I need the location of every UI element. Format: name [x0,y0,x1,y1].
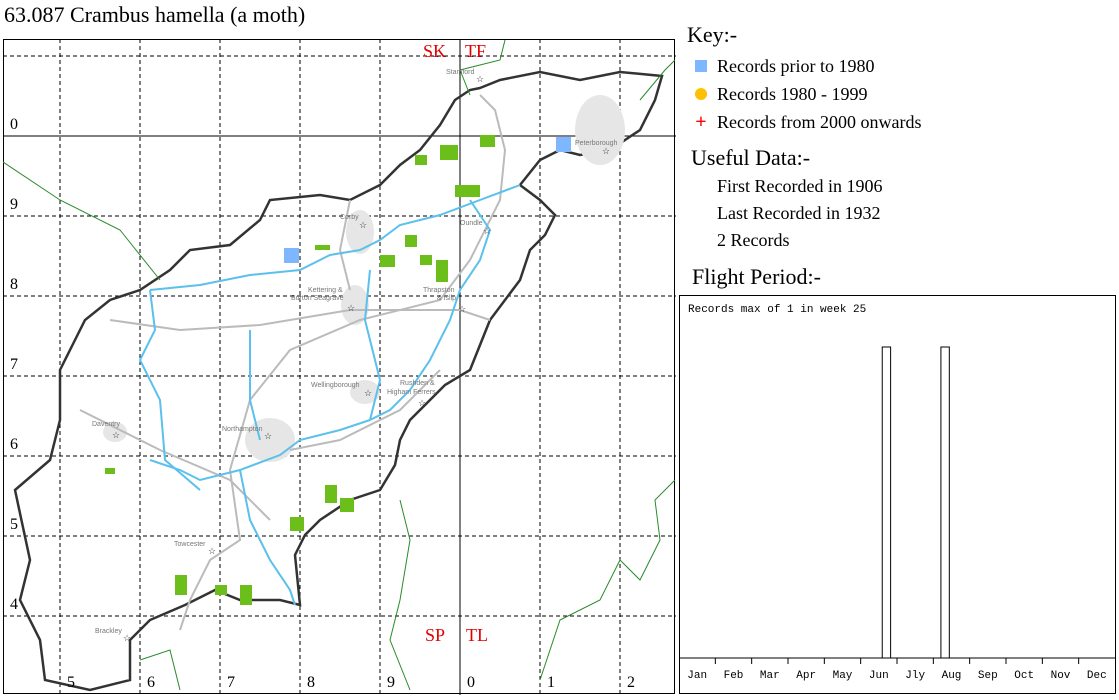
svg-text:☆: ☆ [476,74,484,84]
row-label: 4 [10,596,18,613]
month-label-mar: Mar [760,670,780,682]
town-burton: Burton Seagrave [291,295,344,302]
town-brackley: Brackley [95,628,122,635]
row-label: 8 [10,276,18,293]
month-label-feb: Feb [724,670,744,682]
grid-row-labels: 0 9 8 7 6 5 4 [10,116,18,613]
svg-text:☆: ☆ [364,388,372,398]
svg-text:☆: ☆ [112,430,120,440]
month-label-jun: Jun [869,670,889,682]
month-label-nov: Nov [1051,670,1071,682]
blue-square-icon [690,56,712,77]
map-frame [3,39,675,694]
bar-week-32 [940,346,950,659]
row-label: 9 [10,196,18,213]
town-higham: Higham Ferrers [387,389,436,396]
record-prior-1980 [556,137,571,152]
chart-frame [679,295,1116,694]
woodland [105,135,495,605]
useful-data-heading: Useful Data:- [691,145,811,170]
label-sk: SK [423,41,446,61]
yellow-circle-icon [690,84,712,105]
month-label-may: May [833,670,853,682]
svg-text:☆: ☆ [602,146,610,156]
town-labels: Stamford Peterborough Corby Oundle Kette… [92,69,618,635]
roads [79,94,507,631]
label-tl: TL [466,625,488,645]
month-label-aug: Aug [942,670,962,682]
svg-text:☆: ☆ [458,304,466,314]
key-item-1980-1999: Records 1980 - 1999 [690,80,921,108]
label-sp: SP [425,625,445,645]
svg-text:☆: ☆ [208,546,216,556]
town-peterborough: Peterborough [575,140,618,147]
record-prior-1980 [284,248,299,263]
svg-text:☆: ☆ [347,303,355,313]
town-stamford: Stamford [446,69,475,76]
town-northampton: Northampton [222,426,263,433]
row-label: 6 [10,436,18,453]
svg-text:☆: ☆ [123,633,131,643]
month-label-dec: Dec [1087,670,1107,682]
row-label: 7 [10,356,18,373]
svg-text:☆: ☆ [418,398,426,408]
col-label: 8 [307,674,315,691]
month-label-jan: Jan [687,670,707,682]
town-thrapston: Thrapston [423,287,455,294]
first-recorded: First Recorded in 1906 [717,176,883,196]
page-title: 63.087 Crambus hamella (a moth) [4,2,306,27]
town-towcester: Towcester [174,541,206,548]
distribution-map: Stamford Peterborough Corby Oundle Kette… [3,39,676,695]
grid-col-labels: 5 6 7 8 9 0 1 2 [67,674,635,691]
col-label: 6 [147,674,155,691]
flight-period-heading: Flight Period:- [692,264,821,289]
bar-week-25 [881,346,892,659]
key-label: Records from 2000 onwards [717,111,922,132]
month-label-sep: Sep [978,670,998,682]
key-label: Records 1980 - 1999 [717,83,868,104]
town-wellingborough: Wellingborough [311,382,360,389]
col-label: 1 [547,674,555,691]
town-markers: ☆ ☆ ☆ ☆ ☆ ☆ ☆ ☆ ☆ ☆ ☆ ☆ [112,74,610,643]
red-cross-icon: + [695,110,707,133]
town-kettering: Kettering & [308,287,343,294]
col-label: 2 [627,674,635,691]
key-label: Records prior to 1980 [717,55,875,76]
town-daventry: Daventry [92,421,121,428]
chart-title: Records max of 1 in week 25 [688,304,866,316]
svg-text:☆: ☆ [483,226,491,236]
col-label: 0 [467,674,475,691]
row-label: 5 [10,516,18,533]
month-label-oct: Oct [1014,670,1034,682]
town-islip: & Islip [437,295,456,302]
town-corby: Corby [340,214,359,221]
county-boundary [13,70,664,692]
col-label: 9 [387,674,395,691]
town-oundle: Oundle [460,220,483,227]
row-label: 0 [10,116,18,133]
last-recorded: Last Recorded in 1932 [717,203,881,223]
key-list: Records prior to 1980 Records 1980 - 199… [690,52,921,136]
key-item-prior-1980: Records prior to 1980 [690,52,921,80]
label-tf: TF [465,41,486,61]
key-item-2000-onwards: + Records from 2000 onwards [690,108,921,136]
record-count: 2 Records [717,230,790,250]
rivers [138,184,521,606]
month-label-apr: Apr [796,670,816,682]
town-rushden: Rushden & [400,380,435,387]
vice-county-boundary [3,39,676,691]
flight-period-chart: Records max of 1 in week 25 Jan Feb Mar Apr… [679,295,1116,694]
col-label: 7 [227,674,235,691]
col-label: 5 [67,674,75,691]
svg-text:☆: ☆ [264,431,272,441]
svg-text:☆: ☆ [359,220,367,230]
grid-square-labels: SK TF SP TL [423,41,488,645]
key-heading: Key:- [687,22,738,47]
month-label-jly: Jly [905,670,925,682]
